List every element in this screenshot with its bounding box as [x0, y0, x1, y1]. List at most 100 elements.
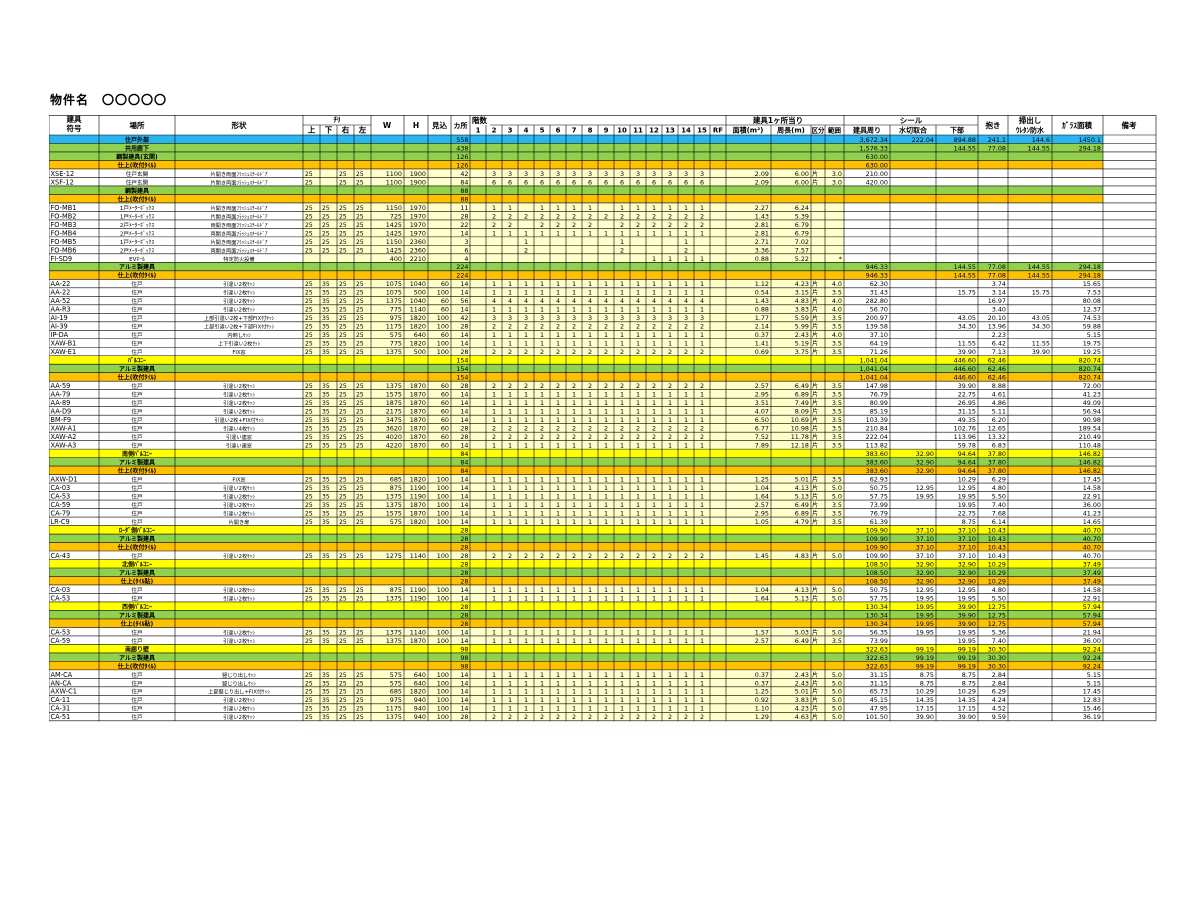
row-floor-count: 2	[492, 323, 496, 331]
row-hani: 3.5	[832, 348, 842, 356]
row-floor-count: 3	[556, 314, 560, 322]
row-w: 400	[390, 255, 402, 263]
cell-bg	[825, 406, 844, 416]
cell-bg	[534, 695, 550, 704]
cell-bg	[582, 703, 598, 713]
row-w: 1100	[386, 178, 402, 186]
row-perimeter: 6.00	[795, 170, 809, 178]
row-chiri: 25	[356, 714, 364, 721]
cell-bg	[771, 695, 811, 704]
cell-bg	[710, 219, 726, 229]
row-shape: 引違い2枚ｻｯｼ	[223, 637, 255, 645]
cell-bg	[771, 330, 811, 339]
row-daki: 12.65	[988, 425, 1006, 433]
cell-bg	[662, 287, 678, 297]
row-kasho: 14	[460, 501, 468, 509]
cell-bg	[428, 500, 451, 509]
band-daki: 10.29	[988, 577, 1006, 585]
row-floor-count: 1	[588, 509, 592, 517]
row-floor-count: 1	[540, 306, 544, 314]
cell-bg	[502, 347, 518, 356]
row-floor-count: 1	[540, 679, 544, 687]
cell-bg	[825, 347, 844, 356]
band-glass: 40.70	[1083, 535, 1101, 543]
band-row	[49, 534, 1156, 543]
header-menseki: 面積(m²)	[733, 126, 764, 135]
row-area: 0.88	[755, 306, 769, 314]
row-h: 940	[414, 705, 426, 713]
row-sealC: 17.15	[958, 705, 976, 713]
cell-bg	[550, 347, 566, 356]
cell-bg	[771, 338, 811, 348]
row-floor-count: 1	[620, 306, 624, 314]
cell-bg	[582, 695, 598, 704]
cell-bg	[646, 551, 662, 560]
band-glass: 92.24	[1083, 645, 1101, 653]
cell-bg	[678, 245, 694, 254]
cell-bg	[582, 168, 598, 178]
cell-bg	[825, 551, 844, 560]
row-floor-count: 1	[652, 594, 656, 602]
cell-bg	[646, 627, 662, 636]
row-floor-count: 1	[668, 475, 672, 483]
cell-bg	[771, 474, 811, 484]
row-sealB: 12.95	[916, 586, 934, 594]
band-sealB: 99.19	[916, 662, 934, 670]
row-floor-count: 1	[636, 679, 640, 687]
cell-bg	[371, 228, 404, 237]
row-floor-count: 1	[620, 484, 624, 492]
row-h: 1140	[410, 628, 426, 636]
row-floor-count: 1	[588, 594, 592, 602]
cell-bg	[534, 177, 550, 186]
cell-bg	[320, 321, 337, 331]
cell-bg	[486, 500, 502, 509]
cell-bg	[337, 168, 354, 178]
row-sealC: 39.90	[958, 713, 976, 721]
row-floor-count: 2	[636, 348, 640, 356]
row-floor-count: 4	[668, 297, 672, 305]
cell-bg	[320, 330, 337, 339]
cell-bg	[825, 669, 844, 679]
row-h: 1820	[410, 340, 426, 348]
row-kubun: 片	[812, 331, 818, 339]
row-w: 1575	[386, 391, 402, 399]
row-floor-count: 1	[668, 705, 672, 713]
cell-bg	[630, 321, 646, 331]
cell-bg	[451, 338, 470, 348]
cell-bg	[451, 296, 470, 305]
cell-bg	[811, 168, 825, 178]
cell-bg	[566, 228, 582, 237]
cell-bg	[630, 219, 646, 229]
header-code: 建具	[66, 115, 82, 124]
cell-bg	[550, 491, 566, 501]
cell-bg	[354, 406, 371, 416]
row-floor-count: 1	[540, 688, 544, 696]
cell-bg	[726, 304, 771, 314]
row-kasho: 28	[460, 425, 468, 433]
band-sealC: 39.90	[958, 611, 976, 619]
row-floor-count: 6	[524, 178, 528, 186]
row-perimeter: 6.79	[795, 221, 809, 229]
row-area: 1.64	[755, 492, 769, 500]
row-shape: 引違い2枚ｻｯｼ	[223, 492, 255, 500]
cell-bg	[337, 228, 354, 237]
row-kasho: 14	[460, 442, 468, 450]
cell-bg	[678, 236, 694, 246]
cell-bg	[582, 712, 598, 721]
row-chiri: 25	[356, 315, 364, 322]
row-chiri: 25	[305, 519, 313, 526]
row-hani: 4.0	[832, 306, 842, 314]
cell-bg	[486, 695, 502, 704]
row-w: 1375	[386, 713, 402, 721]
cell-bg	[502, 304, 518, 314]
band-kasho: 154	[456, 365, 468, 373]
cell-bg	[811, 491, 825, 501]
cell-bg	[825, 686, 844, 696]
row-chiri: 25	[356, 307, 364, 314]
row-sealA: 31.15	[870, 671, 888, 679]
row-sealC: 19.95	[958, 628, 976, 636]
cell-bg	[630, 279, 646, 288]
cell-bg	[470, 313, 486, 322]
row-floor-count: 4	[588, 297, 592, 305]
row-floor-count: 1	[652, 509, 656, 517]
